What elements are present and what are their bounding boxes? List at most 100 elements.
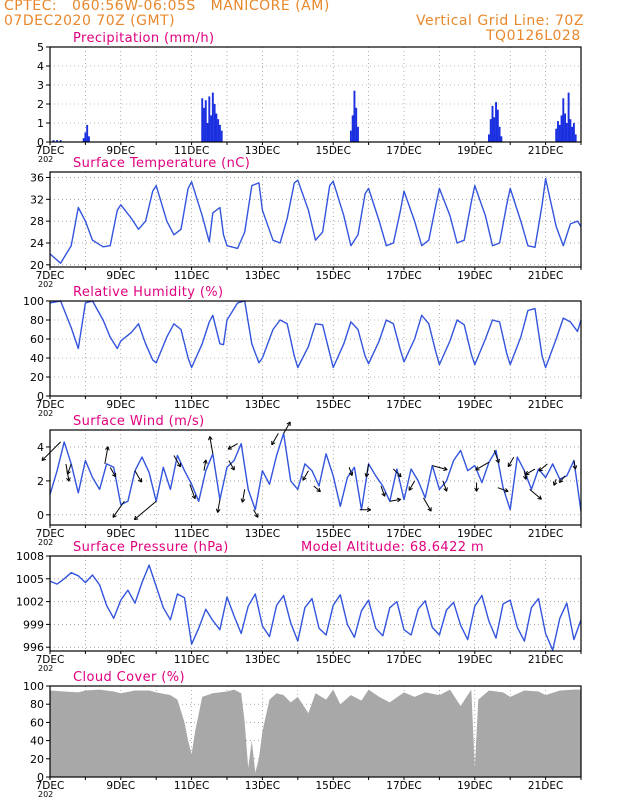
wind-arrow-head <box>443 487 448 492</box>
wind-vector-arrow <box>380 485 386 497</box>
wind-vector-arrow <box>217 499 221 513</box>
wind-vector-arrow <box>271 433 279 446</box>
precip-bar <box>564 113 567 142</box>
y-tick-label: 0 <box>37 509 44 522</box>
y-tick-label: 4 <box>37 60 44 73</box>
precip-bar <box>495 102 497 142</box>
rh-series-line <box>49 300 582 369</box>
x-tick-label: 9DEC <box>106 528 135 540</box>
wind-arrow-head <box>537 495 542 500</box>
precip-bar <box>353 90 356 142</box>
y-tick-label: 4 <box>37 441 44 454</box>
wind-vector-arrow <box>553 479 557 486</box>
x-tick-label: 17DEC <box>386 528 421 540</box>
wind-vector-arrow <box>529 488 542 500</box>
wind-vector-arrow <box>209 436 214 454</box>
precip-bar <box>217 119 220 142</box>
precip-bar <box>206 123 209 142</box>
x-tick-label: 21DEC <box>528 780 563 792</box>
wind-vector-arrow <box>302 470 309 481</box>
grid-line-note: Vertical Grid Line: 70Z <box>416 13 584 29</box>
wind-arrow-head <box>271 440 276 446</box>
y-tick-label: 100 <box>23 295 44 308</box>
wind-vector-arrow <box>253 509 259 518</box>
wind-arrow-head <box>191 494 197 500</box>
x-year-stub: 202 <box>38 664 53 673</box>
wind-arrow-head <box>348 471 354 476</box>
x-tick-label: 15DEC <box>315 528 350 540</box>
wind-vector-arrow <box>112 500 125 518</box>
wind-vector-arrow <box>134 470 142 483</box>
wind-arrow-head <box>475 466 480 471</box>
x-year-stub: 202 <box>38 409 53 418</box>
precip-bar <box>86 124 89 142</box>
wind-frame <box>49 429 582 526</box>
wind-vector-arrow <box>393 468 402 478</box>
precip-bar <box>567 92 570 142</box>
rh-title: Relative Humidity (%) <box>73 285 224 300</box>
precip-bar <box>213 104 216 142</box>
cloud-cover-area <box>50 689 581 777</box>
wind-arrow-head <box>208 436 213 441</box>
x-tick-label: 21DEC <box>528 270 563 282</box>
wind-panel: 0 2 4 7DEC 9DEC 11DEC 13DEC 15DEC 17DEC 19DEC 21DE… <box>36 414 582 547</box>
wind-vector-arrow <box>432 465 448 471</box>
precip-bar <box>574 134 577 142</box>
wind-arrow-head <box>302 476 307 481</box>
x-tick-label: 13DEC <box>245 654 280 666</box>
wind-vector-arrow <box>203 459 207 471</box>
precip-bar <box>87 136 90 142</box>
precip-bar <box>572 123 575 142</box>
x-tick-label: 7DEC <box>36 145 65 157</box>
wind-arrow-head <box>105 446 110 451</box>
wind-vector-arrow <box>283 421 291 434</box>
wind-vector-arrow <box>348 467 353 476</box>
wind-vector-arrow <box>559 475 566 483</box>
x-tick-label: 11DEC <box>174 399 209 411</box>
y-tick-label: 60 <box>30 716 44 729</box>
x-tick-label: 15DEC <box>315 270 350 282</box>
y-tick-label: 2 <box>37 98 44 111</box>
precip-bar <box>204 100 207 142</box>
wind-vector-arrow <box>525 468 536 475</box>
precip-bar <box>351 115 354 142</box>
wind-arrow-head <box>133 515 139 521</box>
y-tick-label: 1 <box>37 117 44 130</box>
wind-arrow-head <box>254 513 259 518</box>
x-tick-label: 13DEC <box>245 270 280 282</box>
wind-arrow-head <box>504 488 509 493</box>
wind-vector-arrow <box>228 460 235 471</box>
x-tick-label: 15DEC <box>315 399 350 411</box>
wind-arrow-head <box>538 467 543 472</box>
x-tick-label: 7DEC <box>36 270 65 282</box>
x-tick-label: 19DEC <box>457 270 492 282</box>
x-tick-label: 9DEC <box>106 399 135 411</box>
temp-panel: 20 24 28 32 36 7DEC 9DEC 11DEC 13DEC 15DEC 17DEC 19… <box>30 156 582 289</box>
press-panel: 996 999 1002 1005 1008 7DEC 9DEC 11DEC 13DEC 15DE… <box>16 540 582 673</box>
x-tick-label: 13DEC <box>245 145 280 157</box>
x-tick-label: 21DEC <box>528 399 563 411</box>
x-tick-label: 17DEC <box>386 145 421 157</box>
precip-panel: 0 1 2 3 4 5 7DEC 9DEC 11DEC 13DEC 15DEC 17DEC 19DEC 2… <box>36 31 582 164</box>
wind-title: Surface Wind (m/s) <box>73 414 205 429</box>
wind-vector-arrow <box>104 446 109 465</box>
wind-arrow-head <box>525 470 530 476</box>
wind-arrow-head <box>572 465 578 470</box>
precip-frame <box>49 46 582 143</box>
temp-series-line <box>49 177 582 264</box>
x-tick-label: 21DEC <box>528 145 563 157</box>
temp-title: Surface Temperature (nC) <box>73 156 250 171</box>
precip-bar <box>349 130 352 142</box>
y-tick-label: 32 <box>30 193 44 206</box>
wind-arrow-head <box>507 462 512 468</box>
x-tick-label: 13DEC <box>245 399 280 411</box>
y-tick-label: 100 <box>23 680 44 693</box>
wind-vector-arrow <box>173 455 181 468</box>
precip-bar <box>571 126 574 142</box>
cloud-panel: 0 20 40 60 80 100 7DEC 9DEC 11DEC 13DEC 15DEC 17DEC… <box>23 670 582 799</box>
wind-arrow-head <box>137 478 143 483</box>
x-tick-label: 15DEC <box>315 654 350 666</box>
wind-vector-arrow <box>408 480 416 491</box>
wind-arrow-head <box>240 498 246 503</box>
